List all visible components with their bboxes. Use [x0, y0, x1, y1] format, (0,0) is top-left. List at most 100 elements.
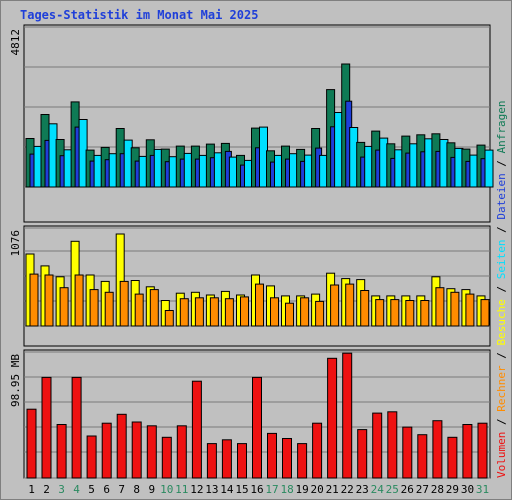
- bar-volumen: [176, 425, 187, 479]
- legend: Volumen / Rechner / Besuche / Seiten / D…: [495, 100, 508, 478]
- bar-seiten: [484, 149, 494, 188]
- bar-rechner: [450, 291, 460, 327]
- legend-text: Volumen / Rechner / Besuche / Seiten / D…: [495, 100, 508, 478]
- x-tick-label: 18: [280, 483, 293, 496]
- bar-volumen: [221, 439, 232, 479]
- bar-volumen: [282, 438, 292, 479]
- x-tick-label: 26: [401, 483, 414, 496]
- x-tick-label: 29: [446, 483, 459, 496]
- bar-volumen: [26, 408, 37, 479]
- x-tick-label: 23: [356, 483, 369, 496]
- bar-rechner: [179, 298, 189, 327]
- bar-rechner: [209, 297, 219, 327]
- bar-volumen: [267, 432, 277, 479]
- x-tick-label: 3: [58, 483, 65, 496]
- x-tick-label: 27: [416, 483, 429, 496]
- x-tick-label: 11: [175, 483, 188, 496]
- legend-separator: /: [495, 153, 508, 173]
- bar-volumen: [462, 424, 473, 479]
- x-tick-label: 17: [265, 483, 278, 496]
- x-tick-label: 22: [341, 483, 354, 496]
- x-tick-label: 15: [235, 483, 248, 496]
- legend-item-volumen: Volumen: [495, 432, 508, 478]
- plot-area: [23, 24, 491, 223]
- legend-item-dateien: Dateien: [495, 173, 508, 219]
- x-tick-label: 2: [43, 483, 50, 496]
- legend-separator: /: [495, 220, 508, 240]
- bar-rechner: [390, 299, 400, 327]
- legend-item-anfragen: Anfragen: [495, 100, 508, 153]
- x-tick-label: 6: [103, 483, 110, 496]
- bar-volumen: [342, 352, 353, 479]
- x-tick-label: 25: [386, 483, 399, 496]
- x-tick-label: 19: [295, 483, 308, 496]
- x-tick-label: 24: [371, 483, 385, 496]
- x-tick-label: 5: [88, 483, 95, 496]
- bar-volumen: [312, 422, 323, 479]
- bar-volumen: [417, 434, 428, 479]
- bar-rechner: [224, 298, 234, 327]
- bar-rechner: [194, 297, 204, 327]
- bar-rechner: [164, 310, 174, 327]
- x-tick-label: 16: [250, 483, 263, 496]
- bar-volumen: [146, 425, 157, 479]
- x-tick-label: 13: [205, 483, 218, 496]
- bar-volumen: [402, 426, 413, 479]
- x-tick-label: 10: [160, 483, 173, 496]
- bar-rechner: [29, 273, 39, 327]
- x-tick-label: 30: [461, 483, 474, 496]
- x-tick-label: 31: [476, 483, 489, 496]
- x-tick-label: 4: [73, 483, 80, 496]
- legend-separator: /: [495, 346, 508, 366]
- x-tick-label: 8: [133, 483, 140, 496]
- bar-rechner: [44, 274, 54, 327]
- bar-volumen: [297, 443, 308, 479]
- legend-separator: /: [495, 412, 508, 432]
- bar-volumen: [101, 422, 112, 479]
- legend-item-rechner: Rechner: [495, 365, 508, 412]
- x-tick-label: 7: [118, 483, 125, 496]
- bar-volumen: [161, 436, 172, 479]
- bar-volumen: [131, 421, 142, 479]
- bar-rechner: [119, 280, 129, 327]
- bar-volumen: [477, 422, 488, 479]
- bar-volumen: [447, 436, 458, 479]
- legend-separator: /: [495, 279, 508, 299]
- bar-rechner: [240, 296, 249, 327]
- bar-volumen: [116, 413, 127, 479]
- bar-volumen: [387, 411, 398, 479]
- bar-volumen: [237, 443, 247, 479]
- bar-volumen: [252, 376, 262, 479]
- bar-volumen: [432, 420, 443, 479]
- bar-rechner: [435, 287, 445, 327]
- bar-rechner: [74, 274, 84, 327]
- bar-rechner: [300, 297, 310, 327]
- x-tick-label: 1: [28, 483, 35, 496]
- bar-volumen: [357, 429, 368, 479]
- y-max-label: 1076: [9, 230, 22, 257]
- panel-besuche-rechner: 1076: [9, 225, 491, 347]
- x-tick-label: 20: [310, 483, 323, 496]
- bar-volumen: [41, 376, 52, 479]
- bar-rechner: [134, 293, 144, 327]
- bar-rechner: [405, 300, 415, 327]
- bar-rechner: [480, 299, 490, 327]
- bar-volumen: [372, 412, 383, 479]
- bar-rechner: [345, 283, 355, 327]
- bar-rechner: [315, 300, 325, 327]
- y-max-label: 4812: [9, 29, 22, 56]
- bar-volumen: [206, 443, 217, 479]
- bar-rechner: [465, 293, 475, 327]
- legend-item-seiten: Seiten: [495, 240, 508, 280]
- bar-rechner: [375, 299, 385, 327]
- bar-rechner: [420, 300, 430, 327]
- bar-rechner: [360, 290, 370, 327]
- bar-volumen: [71, 376, 82, 479]
- y-max-label: 98.95 MB: [9, 354, 22, 407]
- bar-rechner: [270, 297, 279, 327]
- x-tick-label: 28: [431, 483, 444, 496]
- bar-rechner: [255, 283, 264, 327]
- panel-volumen: 98.95 MB: [9, 349, 491, 479]
- bar-volumen: [191, 380, 202, 479]
- chart-title: Tages-Statistik im Monat Mai 2025: [20, 8, 259, 22]
